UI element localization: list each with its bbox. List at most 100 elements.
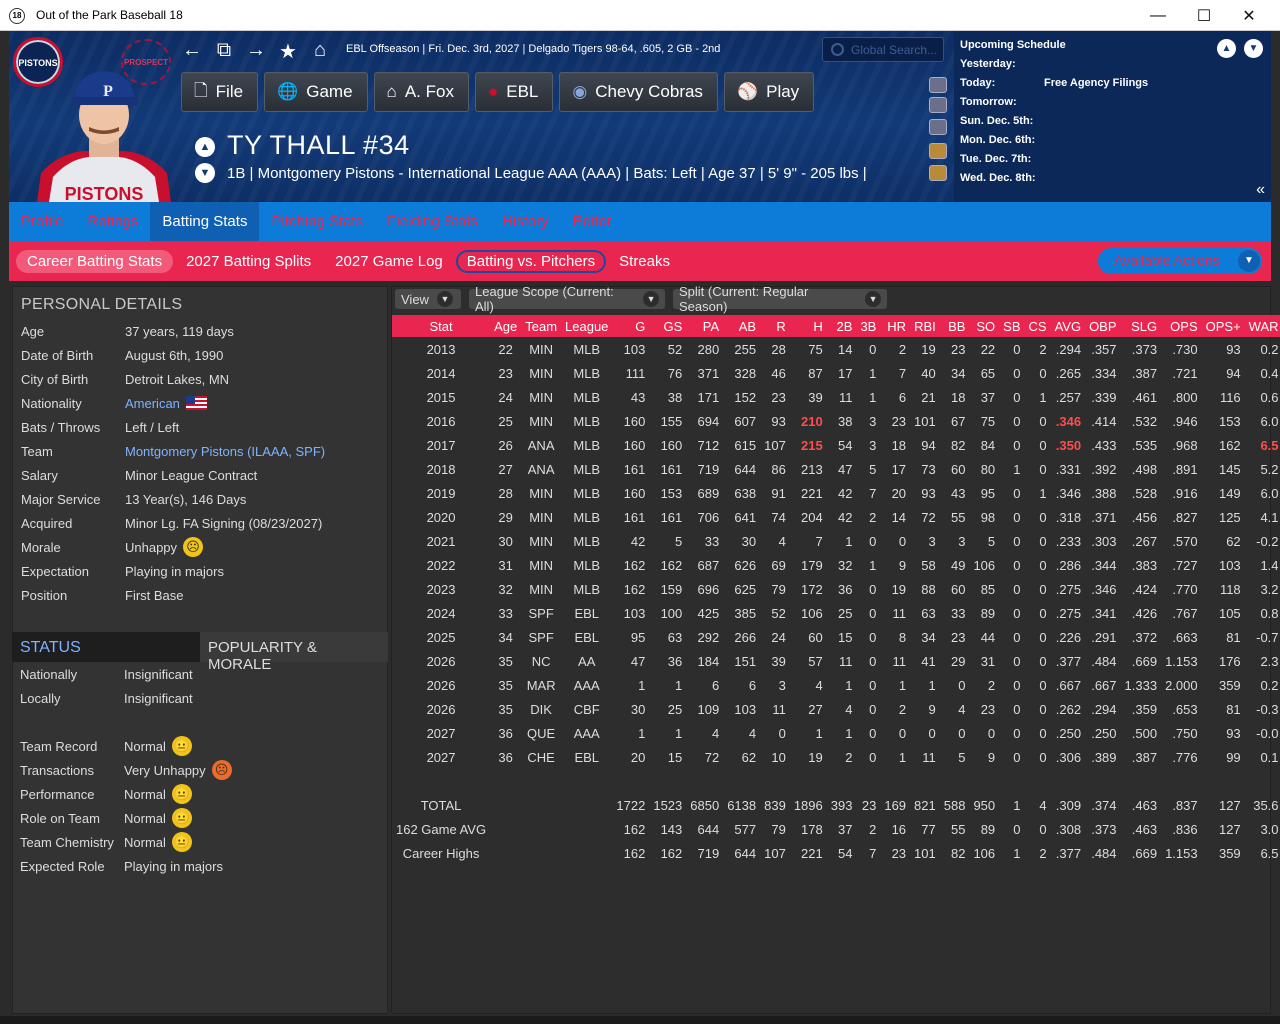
minimize-button[interactable]: —: [1150, 6, 1166, 24]
table-row[interactable]: 2027 36 QUE AAA 1 1 4 4 0 1 1 0 0 0 0 0 0 0.250.250.500.7…: [392, 721, 1280, 745]
table-row[interactable]: 2017 26 ANA MLB 160 160 712 615 107 215 54 3 18 94 82 8…: [392, 433, 1280, 457]
subtab-batting-splits[interactable]: 2027 Batting Splits: [186, 252, 312, 270]
next-player-button[interactable]: ▼: [195, 163, 215, 183]
column-header[interactable]: 2B: [826, 315, 857, 337]
column-header[interactable]: G: [612, 315, 650, 337]
nav-league-button[interactable]: ● EBL: [474, 72, 554, 112]
upcoming-schedule: Upcoming Schedule ▲ ▼ Yesterday: Today: …: [954, 31, 1271, 202]
home-icon[interactable]: ⌂: [313, 39, 327, 61]
nav-game-button[interactable]: 🌐 Game: [264, 72, 368, 112]
table-row[interactable]: 2024 33 SPF EBL 103 100 425 385 52 106 25 0 11 63 33 89…: [392, 601, 1280, 625]
summary-cell: 127: [1218, 797, 1241, 813]
table-cell: .346: [1055, 485, 1082, 501]
status-list: Nationally Insignificant Locally Insignific…: [12, 662, 388, 878]
column-header[interactable]: League: [561, 315, 613, 337]
column-header[interactable]: AB: [723, 315, 761, 337]
league-logo-icon: ●: [487, 82, 499, 101]
table-cell: 65: [980, 365, 996, 381]
collapse-icon[interactable]: «: [1256, 181, 1265, 198]
previous-player-button[interactable]: ▲: [195, 137, 215, 157]
close-button[interactable]: ✕: [1242, 7, 1256, 25]
table-cell: 2016: [426, 413, 456, 429]
split-dropdown[interactable]: Split (Current: Regular Season) ▼: [673, 284, 887, 314]
column-header[interactable]: WAR: [1244, 315, 1280, 337]
column-header[interactable]: BB: [939, 315, 970, 337]
tab-history[interactable]: History: [502, 213, 549, 230]
detail-value[interactable]: Montgomery Pistons (ILAAA, SPF): [125, 444, 387, 459]
column-header[interactable]: Age: [490, 315, 522, 337]
team-logo[interactable]: PISTONS: [13, 37, 63, 87]
subtab-batting-vs-pitchers[interactable]: Batting vs. Pitchers: [455, 249, 607, 273]
subtab-game-log[interactable]: 2027 Game Log: [335, 252, 443, 270]
tab-profile[interactable]: Profile: [21, 213, 64, 230]
tab-status[interactable]: STATUS: [12, 632, 200, 662]
table-row[interactable]: 2026 35 NC AA 47 36 184 151 39 57 11 0 11 41 29 31 0 0 .37…: [392, 649, 1280, 673]
table-row[interactable]: 2015 24 MIN MLB 43 38 171 152 23 39 11 1 6 21 18 37 0 1.2…: [392, 385, 1280, 409]
table-cell: 0: [1039, 701, 1047, 717]
available-actions-dropdown[interactable]: Available Actions ▼: [1098, 248, 1262, 274]
table-cell: 86: [771, 461, 786, 477]
copy-icon[interactable]: ⧉: [216, 39, 232, 61]
table-cell: 0: [869, 341, 877, 357]
table-row[interactable]: 2021 30 MIN MLB 42 5 33 30 4 7 1 0 0 3 3 5 0 0.233.303.26…: [392, 529, 1280, 553]
maximize-button[interactable]: ☐: [1196, 7, 1212, 25]
column-header[interactable]: AVG: [1050, 315, 1086, 337]
column-header[interactable]: R: [760, 315, 790, 337]
column-header[interactable]: OPS: [1161, 315, 1202, 337]
column-header[interactable]: HR: [880, 315, 911, 337]
table-cell: 81: [1226, 629, 1241, 645]
column-header[interactable]: OPS+: [1201, 315, 1245, 337]
nav-manager-button[interactable]: ⌂ A. Fox: [373, 72, 469, 112]
tab-ratings[interactable]: Ratings: [87, 213, 139, 230]
star-icon[interactable]: ★: [279, 41, 297, 63]
chevron-down-icon[interactable]: ▼: [1244, 39, 1263, 58]
table-row[interactable]: 2027 36 CHE EBL 20 15 72 62 10 19 2 0 1 11 5 9 0 0.306.38…: [392, 745, 1280, 769]
nav-play-button[interactable]: ⚾ Play: [723, 72, 815, 112]
column-header[interactable]: Stat: [392, 315, 491, 337]
table-row[interactable]: 2025 34 SPF EBL 95 63 292 266 24 60 15 0 8 34 23 44 0 0 .2…: [392, 625, 1280, 649]
league-scope-dropdown[interactable]: League Scope (Current: All) ▼: [469, 284, 665, 314]
table-row[interactable]: 2023 32 MIN MLB 162 159 696 625 79 172 36 0 19 88 60 85…: [392, 577, 1280, 601]
table-cell: 9: [898, 557, 907, 573]
back-arrow-icon[interactable]: ←: [182, 39, 202, 61]
column-header[interactable]: OBP: [1085, 315, 1121, 337]
table-cell: 0: [1013, 509, 1021, 525]
nav-team-button[interactable]: ◉ Chevy Cobras: [559, 72, 718, 112]
column-header[interactable]: CS: [1024, 315, 1051, 337]
subtab-career-batting-stats[interactable]: Career Batting Stats: [16, 249, 174, 273]
column-header[interactable]: Team: [521, 315, 562, 337]
global-search-input[interactable]: Global Search...: [822, 37, 944, 62]
table-row[interactable]: 2020 29 MIN MLB 161 161 706 641 74 204 42 2 14 72 55 98…: [392, 505, 1280, 529]
tab-batting-stats[interactable]: Batting Stats: [150, 202, 260, 241]
column-header[interactable]: RBI: [910, 315, 940, 337]
table-cell: 1.153: [1165, 653, 1198, 669]
column-header[interactable]: 3B: [856, 315, 881, 337]
forward-arrow-icon[interactable]: →: [246, 39, 266, 61]
column-header[interactable]: SO: [969, 315, 1000, 337]
table-row[interactable]: 2026 35 MAR AAA 1 1 6 6 3 4 1 0 1 1 0 2 0 0.667.667 1.333 2…: [392, 673, 1280, 697]
column-header[interactable]: GS: [649, 315, 687, 337]
column-header[interactable]: SB: [999, 315, 1025, 337]
column-header[interactable]: H: [789, 315, 827, 337]
table-row[interactable]: 2019 28 MIN MLB 160 153 689 638 91 221 42 7 20 93 43 95…: [392, 481, 1280, 505]
schedule-event[interactable]: Free Agency Filings: [1044, 77, 1149, 89]
table-row[interactable]: 2014 23 MIN MLB 111 76 371 328 46 87 17 1 7 40 34 65 0 0.…: [392, 361, 1280, 385]
table-cell: 0: [869, 653, 877, 669]
table-row[interactable]: 2018 27 ANA MLB 161 161 719 644 86 213 47 5 17 73 60 80…: [392, 457, 1280, 481]
table-row[interactable]: 2013 22 MIN MLB 103 52 280 255 28 75 14 0 2 19 23 22 0 2.…: [392, 337, 1280, 361]
column-header[interactable]: SLG: [1120, 315, 1162, 337]
tab-popularity-morale[interactable]: POPULARITY & MORALE: [200, 632, 388, 673]
tab-editor[interactable]: Editor: [572, 213, 612, 230]
tab-fielding-stats[interactable]: Fielding Stats: [387, 213, 479, 230]
subtab-streaks[interactable]: Streaks: [619, 252, 670, 270]
view-dropdown[interactable]: View ▼: [395, 289, 461, 309]
table-cell: 31: [498, 557, 513, 573]
table-row[interactable]: 2026 35 DIK CBF 30 25 109 103 11 27 4 0 2 9 4 23 0 0.262.…: [392, 697, 1280, 721]
column-header[interactable]: PA: [686, 315, 724, 337]
tab-pitching-stats[interactable]: Pitching Stats: [271, 213, 364, 230]
table-row[interactable]: 2022 31 MIN MLB 162 162 687 626 69 179 32 1 9 58 49 106…: [392, 553, 1280, 577]
chevron-up-icon[interactable]: ▲: [1217, 39, 1236, 58]
nav-file-button[interactable]: 🗋 File: [181, 72, 259, 112]
detail-value[interactable]: American: [125, 396, 387, 411]
table-row[interactable]: 2016 25 MIN MLB 160 155 694 607 93 210 38 3 23 101 67 7…: [392, 409, 1280, 433]
